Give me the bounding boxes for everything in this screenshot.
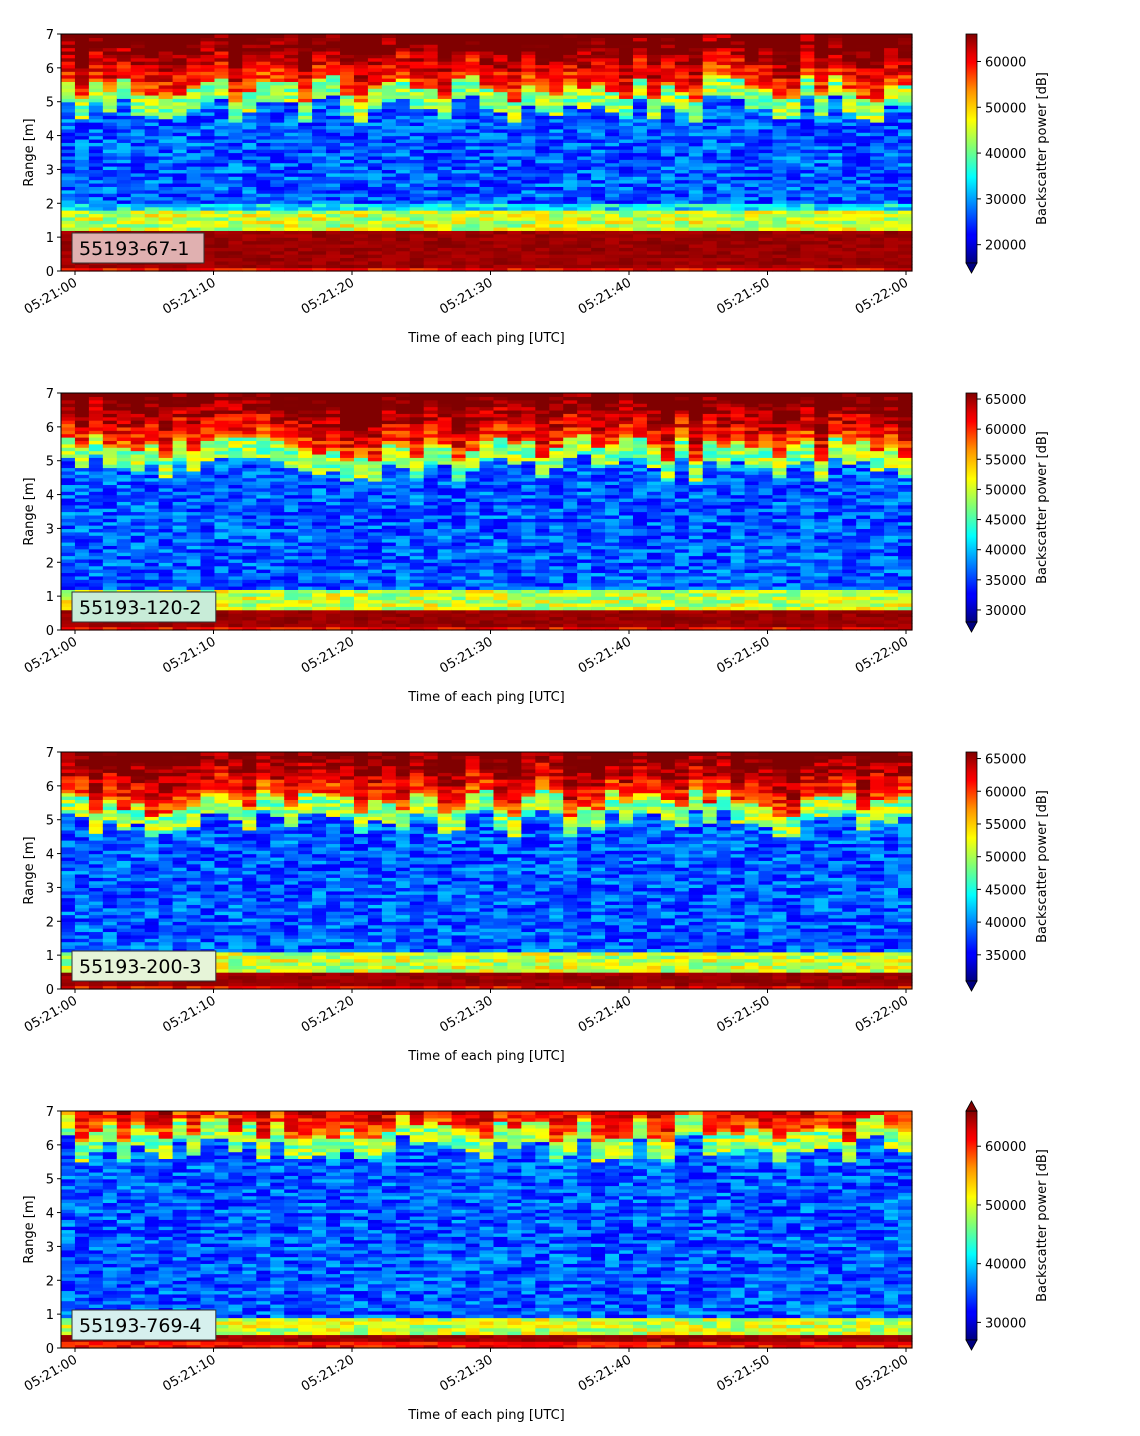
- heatmap-cell: [521, 34, 536, 38]
- heatmap-cell: [605, 34, 620, 38]
- heatmap-cell: [898, 34, 913, 38]
- heatmap-cell: [814, 34, 829, 38]
- y-tick-label: 1: [46, 231, 54, 246]
- colorbar-tick-label: 60000: [985, 55, 1026, 70]
- heatmap-cell: [856, 34, 871, 38]
- heatmap-cell: [382, 34, 397, 38]
- heatmap-cell: [731, 34, 746, 38]
- heatmap-cell: [145, 393, 160, 397]
- y-tick-label: 0: [46, 265, 54, 280]
- heatmap-cell: [131, 393, 146, 397]
- heatmap-cell: [535, 34, 550, 38]
- heatmap-cell: [131, 34, 146, 38]
- heatmap-cell: [228, 34, 243, 38]
- heatmap-cell: [549, 34, 564, 38]
- heatmap-cell: [89, 34, 104, 38]
- y-tick-label: 6: [46, 62, 54, 77]
- heatmap-cell: [117, 34, 132, 38]
- heatmap-cell: [145, 34, 160, 38]
- heatmap-cell: [661, 34, 676, 38]
- colorbar: [966, 34, 977, 263]
- y-axis-label: Range [m]: [22, 118, 37, 186]
- panel-label: 55193-67-1: [79, 238, 189, 260]
- heatmap-cell: [103, 393, 118, 397]
- colorbar-label: Backscatter power [dB]: [1035, 72, 1050, 225]
- heatmap-cell: [173, 34, 188, 38]
- heatmap-cell: [759, 34, 774, 38]
- heatmap-cell: [800, 34, 815, 38]
- heatmap-cell: [466, 34, 481, 38]
- heatmap-cell: [480, 34, 495, 38]
- heatmap-cell: [452, 34, 467, 38]
- heatmap-cell: [745, 34, 760, 38]
- heatmap-cell: [689, 34, 704, 38]
- heatmap-cell: [842, 34, 857, 38]
- y-tick-label: 7: [46, 28, 54, 43]
- colorbar-extend-min: [966, 263, 977, 273]
- heatmap-cell: [591, 34, 606, 38]
- heatmap-cell: [717, 34, 732, 38]
- y-tick-label: 3: [46, 163, 54, 178]
- heatmap-cell: [354, 34, 369, 38]
- heatmap-cell: [438, 34, 453, 38]
- heatmap-cell: [173, 393, 188, 397]
- heatmap-cell: [242, 34, 257, 38]
- heatmap-cell: [410, 34, 425, 38]
- heatmap-cell: [786, 34, 801, 38]
- heatmap-cell: [159, 393, 174, 397]
- heatmap-cell: [159, 34, 174, 38]
- heatmap-cell: [884, 34, 899, 38]
- x-tick-label: 05:21:30: [437, 275, 495, 317]
- heatmap-cell: [772, 34, 787, 38]
- x-tick-label: 05:21:40: [576, 275, 634, 317]
- heatmap-cell: [270, 34, 285, 38]
- heatmap-cell: [675, 34, 690, 38]
- heatmap-cell: [89, 393, 104, 397]
- heatmap-cell: [633, 34, 648, 38]
- heatmap-cell: [507, 34, 522, 38]
- panel-1: 0 1 2 3 4 5 6 7 Range [m] 05:21:00 05:21:10 05:21:2…: [22, 28, 1050, 346]
- heatmap-cell: [75, 393, 90, 397]
- heatmap-cell: [117, 393, 132, 397]
- heatmap-cell: [256, 34, 271, 38]
- heatmap-cell: [647, 34, 662, 38]
- heatmap-cell: [284, 34, 299, 38]
- colorbar-tick-label: 30000: [985, 193, 1026, 208]
- heatmap-cell: [103, 34, 118, 38]
- x-tick-label: 05:21:50: [714, 275, 772, 317]
- heatmap-cell: [493, 34, 508, 38]
- y-tick-label: 2: [46, 197, 54, 212]
- heatmap-cell: [61, 393, 76, 397]
- heatmap-cell: [396, 34, 411, 38]
- heatmap-cell: [368, 34, 383, 38]
- heatmap-cell: [828, 34, 843, 38]
- heatmap-cell: [563, 34, 578, 38]
- colorbar-tick-label: 40000: [985, 147, 1026, 162]
- panel-2: 01234567Range [m]05:21:00 05:21:10 05:21:2…: [22, 387, 1050, 705]
- heatmap-cell: [577, 34, 592, 38]
- heatmap-cell: [75, 34, 90, 38]
- x-tick-label: 05:21:10: [160, 275, 218, 317]
- heatmap-cell: [61, 34, 76, 38]
- colorbar-tick-label: 20000: [985, 239, 1026, 254]
- x-tick-label: 05:21:20: [299, 275, 357, 317]
- heatmap-cell: [619, 34, 634, 38]
- x-tick-label: 05:22:00: [853, 275, 911, 317]
- heatmap-cell: [870, 34, 885, 38]
- x-axis-label: Time of each ping [UTC]: [407, 331, 565, 346]
- heatmap-cell: [326, 34, 341, 38]
- heatmap-cell: [187, 34, 202, 38]
- y-tick-label: 5: [46, 96, 54, 111]
- colorbar-tick-label: 50000: [985, 101, 1026, 116]
- heatmap-cell: [703, 34, 718, 38]
- heatmap-cell: [424, 34, 439, 38]
- heatmap-cell: [312, 34, 327, 38]
- x-tick-label: 05:21:00: [22, 275, 80, 317]
- heatmap-cell: [298, 34, 313, 38]
- heatmap-cell: [201, 34, 216, 38]
- heatmap-cell: [214, 34, 229, 38]
- y-tick-label: 4: [46, 130, 54, 145]
- heatmap-cell: [340, 34, 355, 38]
